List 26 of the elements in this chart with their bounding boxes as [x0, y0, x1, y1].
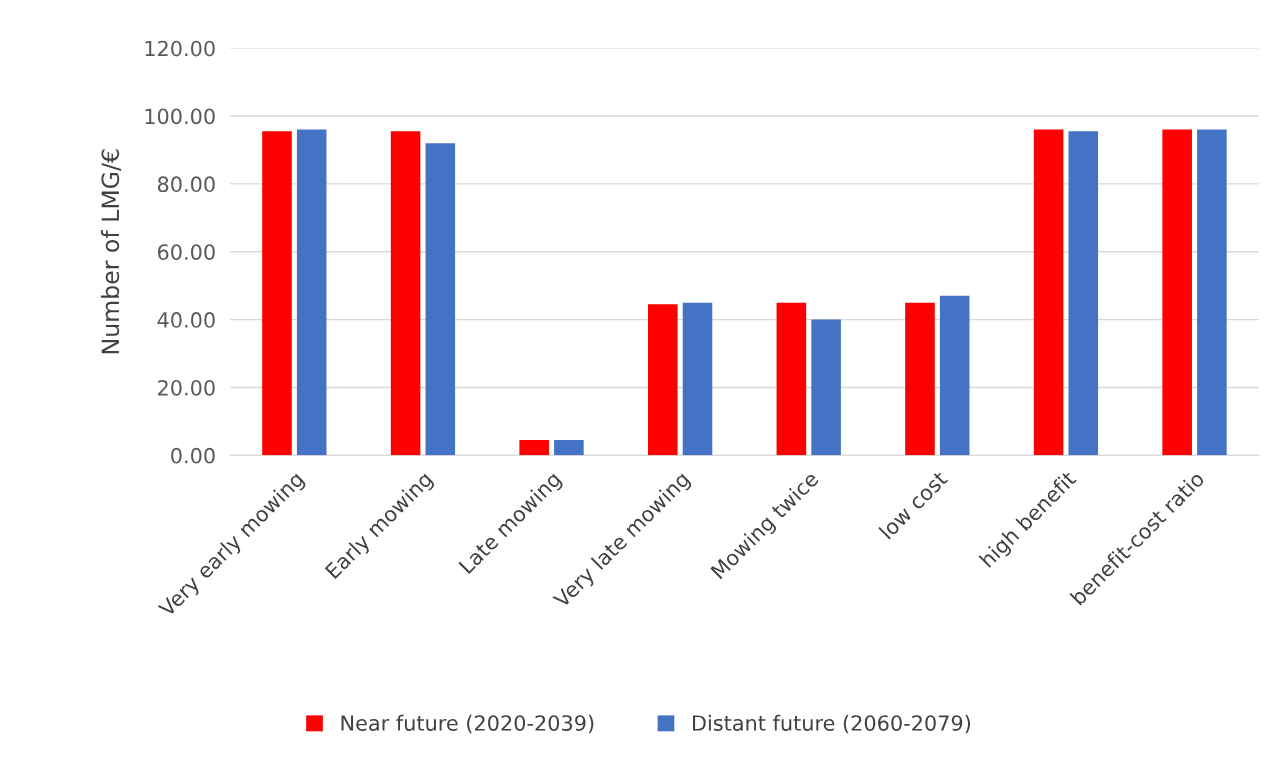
bar — [390, 131, 421, 456]
y-tick-label: 40.00 — [157, 312, 215, 328]
y-axis-title: Number of LMG/€ — [100, 149, 122, 354]
y-tick-label: 100.00 — [145, 108, 215, 125]
bar — [1162, 129, 1192, 456]
bar — [296, 129, 327, 456]
legend-label: Distant future (2060-2079) — [693, 714, 971, 734]
bar — [554, 440, 584, 456]
bar — [425, 143, 456, 456]
bar — [682, 302, 713, 456]
bar — [939, 295, 970, 456]
y-tick-label: 60.00 — [157, 244, 215, 260]
legend-label: Near future (2020-2039) — [341, 714, 594, 734]
y-tick-label: 20.00 — [158, 379, 215, 396]
y-tick-label: 80.00 — [157, 176, 215, 193]
bar — [262, 131, 292, 456]
bar — [776, 302, 807, 456]
bar — [905, 302, 935, 456]
bar — [1197, 129, 1227, 456]
y-tick-label: 120.00 — [145, 40, 215, 57]
bar — [811, 319, 841, 456]
bar — [1068, 131, 1099, 456]
y-tick-label: 0.00 — [171, 447, 215, 464]
bar — [519, 440, 549, 456]
bar — [647, 304, 678, 456]
bar — [1033, 129, 1064, 456]
